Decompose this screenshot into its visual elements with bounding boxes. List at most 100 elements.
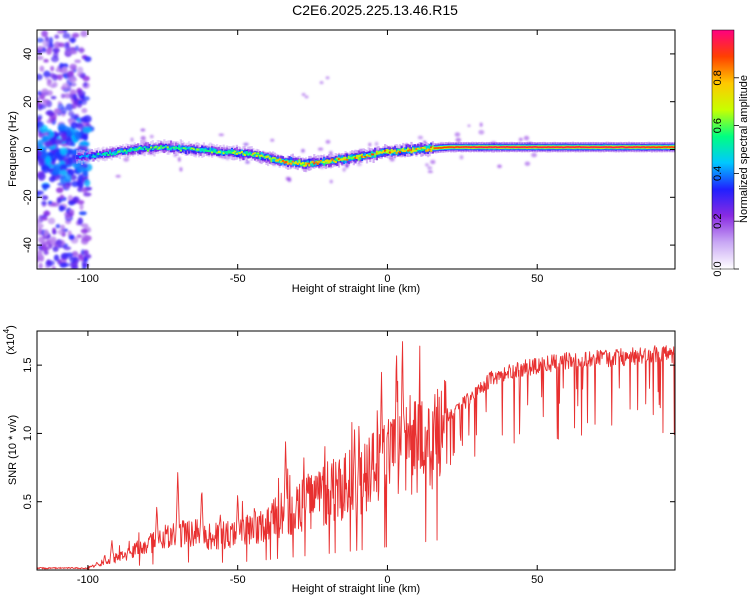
spectrogram-ridge-cell: [324, 159, 327, 162]
spectrogram-ridge-cell: [566, 146, 570, 148]
spectrogram-cell: [39, 104, 47, 110]
spectrogram-ridge-cell: [369, 152, 372, 157]
spectrogram-ridge-cell: [314, 161, 318, 164]
spectrogram-ridge-cell: [84, 152, 87, 157]
spectrogram-ridge-cell: [267, 155, 270, 158]
spectrogram-ridge-cell: [206, 148, 209, 152]
spectrogram-cell: [123, 157, 130, 162]
spectrogram-ridge-cell: [382, 150, 385, 153]
spectrogram-cell: [52, 246, 59, 252]
spectrogram-ridge-cell: [446, 146, 449, 148]
spectrogram-cell: [325, 76, 330, 80]
spectrogram-cell: [54, 43, 60, 49]
spectrogram-ridge-cell: [161, 147, 164, 149]
spectrogram-ridge-cell: [240, 149, 243, 157]
spectrogram-ridge-cell: [113, 153, 117, 156]
spectrogram-cell: [62, 82, 70, 90]
spectrogram-cell: [140, 135, 146, 141]
spectrogram-ridge-cell: [173, 146, 176, 149]
spectrogram-cell: [42, 39, 50, 48]
spectrogram-ridge-cell: [243, 151, 247, 156]
snr-y-multiplier-base: (x10: [5, 333, 17, 354]
spectrogram-ridge-cell: [430, 146, 433, 148]
spectrogram-ridge-cell: [667, 146, 670, 148]
spectrogram-ridge-cell: [360, 153, 364, 157]
spectrogram-ridge-cell: [463, 146, 466, 148]
spectrogram-ridge-cell: [673, 146, 675, 148]
spectrogram-ridge-cell: [509, 146, 512, 148]
spectrogram-ridge-cell: [89, 154, 92, 156]
spectrogram-cell: [84, 56, 92, 62]
spectrogram-ridge-cell: [336, 157, 339, 160]
spectrogram-ridge-cell: [243, 153, 247, 156]
spectrogram-ridge-cell: [334, 161, 337, 164]
spectrogram-ridge-cell: [525, 146, 528, 149]
spectrogram-ridge-cell: [644, 146, 647, 149]
spectrogram-ridge-cell: [192, 148, 196, 151]
snr-frame: [36, 330, 676, 571]
spectrogram-ridge-cell: [472, 146, 476, 148]
spectrogram-ridge-cell: [204, 149, 207, 152]
spectrogram-cell: [80, 223, 89, 228]
spectrogram-ridge-cell: [654, 146, 657, 149]
spectrogram-cell: [389, 157, 395, 162]
spectrogram-ridge-cell: [125, 150, 128, 153]
spectrogram-ridge-cell: [311, 160, 314, 163]
spectrogram-cell: [83, 249, 89, 255]
spectrogram-ridge-cell: [410, 149, 413, 154]
spectrogram-ridge-cell: [201, 148, 204, 151]
spectrogram-cell: [225, 155, 230, 161]
spectrogram-ridge-cell: [214, 148, 217, 153]
spectrogram-ridge-cell: [520, 146, 523, 148]
spectrogram-ridge-cell: [141, 148, 145, 150]
spectrogram-cell: [77, 174, 83, 183]
spectrogram-ridge-cell: [207, 147, 210, 152]
spectrogram-ridge-cell: [388, 151, 392, 154]
spectrogram-ridge-cell: [519, 146, 522, 148]
spectrogram-cell: [74, 45, 80, 52]
spectrogram-cell: [79, 134, 88, 140]
spectrogram-cell: [301, 92, 306, 97]
spectrogram-cell: [37, 255, 40, 263]
spectrogram-ridge-cell: [352, 156, 355, 158]
spectrogram-cell: [497, 164, 502, 169]
spectrogram-cell: [55, 68, 61, 73]
spectrogram-ridge-cell: [260, 152, 263, 156]
spectrogram-ridge-cell: [578, 146, 581, 148]
spectrogram-ridge-cell: [143, 146, 146, 151]
spectrogram-cell: [84, 179, 91, 187]
colorbar-tick-label: 0.8: [712, 70, 724, 85]
spectrogram-ridge-cell: [166, 147, 169, 151]
spectrogram-ridge-cell: [471, 146, 474, 148]
spectrogram-cell: [325, 139, 331, 144]
spectrogram-ridge-cell: [321, 161, 324, 163]
spectrogram-cell: [52, 229, 57, 235]
spectrogram-ridge-cell: [387, 149, 390, 152]
spectrogram-ridge-cell: [135, 148, 138, 150]
spectrogram-ridge-cell: [425, 146, 428, 152]
spectrogram-ridge-cell: [476, 146, 479, 148]
spectrogram-ridge-cell: [250, 154, 253, 156]
spectrogram-y-tick-label: 20: [22, 96, 34, 108]
spectrogram-cell: [345, 163, 349, 169]
spectrogram-ridge-cell: [552, 146, 555, 148]
spectrogram-ridge-cell: [194, 146, 197, 150]
spectrogram-cell: [79, 203, 84, 211]
spectrogram-cell: [43, 250, 49, 255]
spectrogram-y-tick-label: -20: [22, 189, 34, 205]
spectrogram-ridge-cell: [240, 151, 243, 153]
spectrogram-ridge-cell: [296, 162, 299, 165]
spectrogram-ridge-cell: [215, 151, 219, 154]
spectrogram-ridge-cell: [120, 148, 123, 152]
spectrogram-ridge-cell: [393, 149, 397, 152]
spectrogram-ridge-cell: [85, 153, 89, 157]
spectrogram-x-axis-label: Height of straight line (km): [292, 283, 420, 295]
spectrogram-ridge-cell: [492, 146, 495, 148]
spectrogram-cell: [65, 103, 74, 111]
spectrogram-ridge-cell: [405, 149, 408, 152]
spectrogram-cell: [61, 66, 68, 74]
spectrogram-cell: [454, 132, 461, 137]
spectrogram-ridge-cell: [326, 159, 329, 164]
spectrogram-cell: [427, 170, 433, 173]
spectrogram-ridge-cell: [468, 146, 471, 148]
